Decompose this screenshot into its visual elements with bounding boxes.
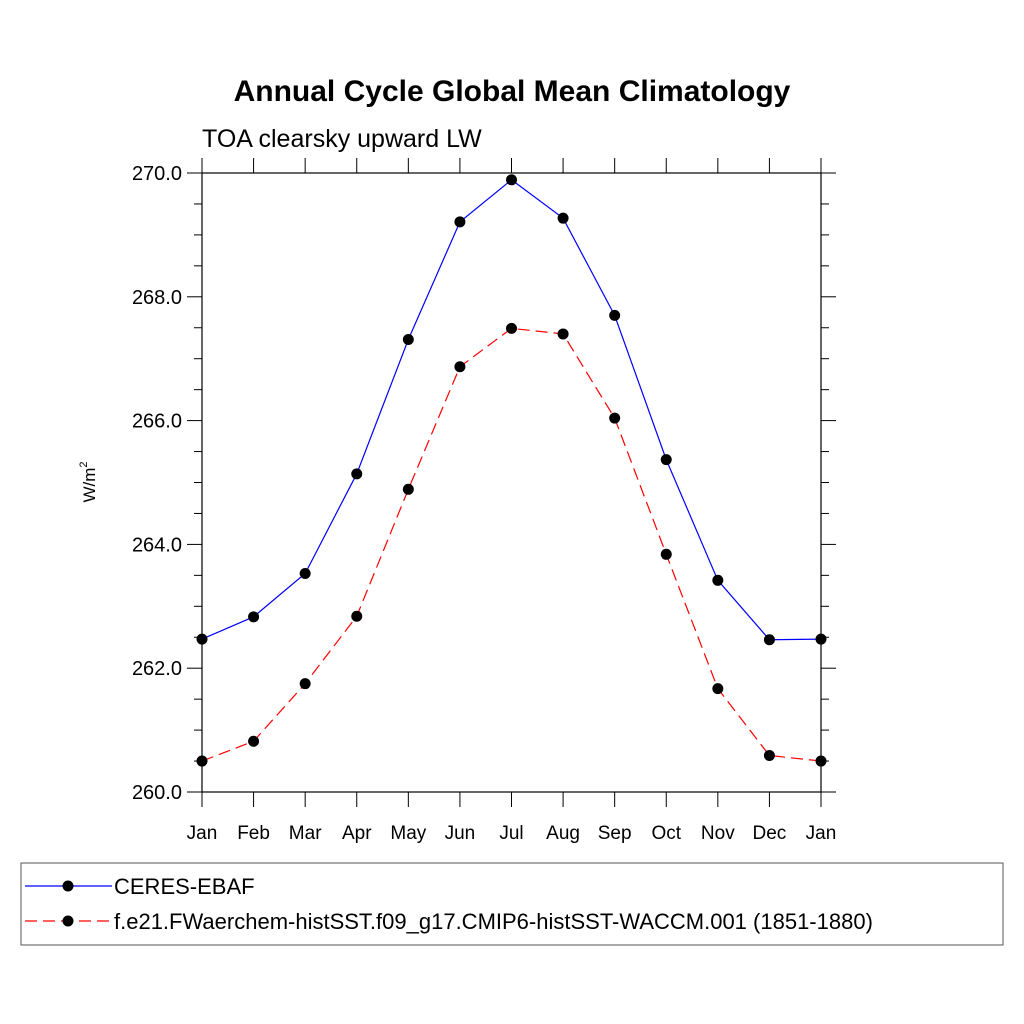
y-tick-label: 266.0 bbox=[132, 411, 182, 433]
x-tick-label: Apr bbox=[342, 823, 372, 844]
y-axis-label-superscript: 2 bbox=[78, 461, 90, 467]
x-tick-label: Aug bbox=[546, 823, 580, 844]
y-tick-label: 262.0 bbox=[132, 658, 182, 680]
x-tick-label: Jun bbox=[445, 823, 476, 844]
legend: CERES-EBAF f.e21.FWaerchem-histSST.f09_g1… bbox=[25, 874, 873, 934]
y-tick-labels: 260.0 262.0 264.0 266.0 268.0 270.0 bbox=[132, 163, 182, 804]
plot-frame bbox=[201, 172, 822, 793]
series-1-point bbox=[557, 212, 569, 224]
series-1-point bbox=[763, 634, 775, 646]
x-tick-label: Nov bbox=[701, 823, 735, 844]
x-tick-labels: Jan Feb Mar Apr May Jun Jul Aug Sep Oct Nov Dec Jan bbox=[187, 823, 837, 844]
major-ticks bbox=[187, 158, 836, 807]
x-tick-label: Jan bbox=[187, 823, 218, 844]
y-tick-label: 270.0 bbox=[132, 163, 182, 185]
chart-title: Annual Cycle Global Mean Climatology bbox=[234, 75, 791, 108]
x-tick-label: Jul bbox=[499, 823, 523, 844]
legend-box bbox=[20, 862, 1004, 946]
series-1-point bbox=[402, 334, 414, 346]
series-line-1 bbox=[201, 179, 822, 641]
x-tick-label: Feb bbox=[237, 823, 270, 844]
y-tick-label: 264.0 bbox=[132, 534, 182, 556]
series-2-point bbox=[351, 610, 363, 622]
series-1-point bbox=[609, 309, 621, 321]
series-1-point bbox=[248, 611, 260, 623]
y-axis-label: W/m2 bbox=[78, 461, 99, 502]
legend-label-1: CERES-EBAF bbox=[114, 874, 255, 899]
legend-marker-1 bbox=[62, 880, 74, 892]
x-tick-label: Mar bbox=[289, 823, 322, 844]
svg-text:W/m2: W/m2 bbox=[78, 461, 99, 502]
series-1-point bbox=[712, 574, 724, 586]
legend-label-2: f.e21.FWaerchem-histSST.f09_g17.CMIP6-hi… bbox=[114, 909, 873, 934]
series-1-point bbox=[506, 174, 517, 186]
series-2-point bbox=[712, 683, 724, 695]
series-2-point bbox=[506, 322, 517, 334]
series-line-2 bbox=[201, 327, 822, 762]
series-2-point bbox=[660, 548, 672, 560]
y-axis-label-text: W/m bbox=[80, 468, 99, 503]
series-1-point bbox=[660, 454, 672, 466]
series-2-point bbox=[402, 483, 414, 495]
x-tick-label: Dec bbox=[753, 823, 787, 844]
x-tick-label: Oct bbox=[651, 823, 681, 844]
series-lines bbox=[201, 179, 822, 762]
x-tick-label: Sep bbox=[598, 823, 632, 844]
series-2-point bbox=[763, 749, 775, 761]
y-tick-label: 268.0 bbox=[132, 287, 182, 309]
legend-marker-2 bbox=[62, 915, 74, 927]
series-1-point bbox=[299, 567, 311, 579]
series-2-point bbox=[299, 678, 311, 690]
series-1-point bbox=[351, 468, 363, 480]
x-tick-label: Jan bbox=[806, 823, 837, 844]
series-2-point bbox=[248, 735, 260, 747]
series-1-point bbox=[454, 216, 466, 228]
y-tick-label: 260.0 bbox=[132, 782, 182, 804]
series-markers bbox=[196, 174, 827, 767]
minor-ticks bbox=[194, 203, 829, 762]
series-2-point bbox=[609, 412, 621, 424]
series-2-point bbox=[557, 328, 569, 340]
x-tick-label: May bbox=[390, 823, 426, 844]
chart-subtitle: TOA clearsky upward LW bbox=[202, 125, 482, 153]
series-2-point bbox=[454, 361, 466, 373]
